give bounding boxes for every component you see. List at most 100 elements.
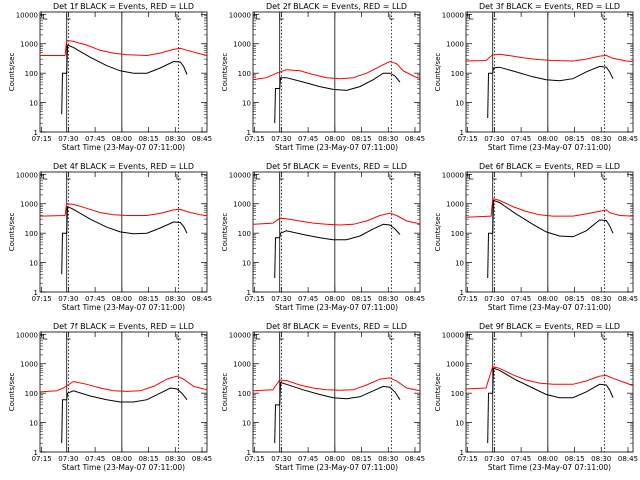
interval-marker <box>176 174 181 180</box>
interval-marker <box>389 174 394 180</box>
interval-marker <box>176 14 181 20</box>
panel-title: Det 1f BLACK = Events, RED = LLD <box>53 2 194 11</box>
x-tick-label: 07:30 <box>271 135 291 143</box>
events-series-line <box>487 367 614 444</box>
panel-title: Det 2f BLACK = Events, RED = LLD <box>266 2 407 11</box>
interval-marker <box>279 334 284 340</box>
y-tick-label: 10000 <box>229 331 251 339</box>
x-tick-label: 08:45 <box>192 455 212 463</box>
x-tick-label: 07:45 <box>298 295 318 303</box>
x-tick-label: 07:30 <box>484 135 504 143</box>
x-tick-label: 07:30 <box>484 295 504 303</box>
lld-series-line <box>465 365 634 390</box>
interval-marker <box>66 14 71 20</box>
lld-series-line <box>465 197 634 218</box>
plot-frame <box>252 171 421 293</box>
x-tick-label: 08:15 <box>564 295 584 303</box>
x-tick-label: 08:45 <box>192 135 212 143</box>
panel-6: Det 6f BLACK = Events, RED = LLD 1 10 100 10… <box>434 162 638 312</box>
y-tick-label: 1 <box>34 129 38 137</box>
y-tick-label: 10000 <box>442 11 464 19</box>
interval-marker <box>66 174 71 180</box>
interval-marker <box>389 14 394 20</box>
panel-title: Det 6f BLACK = Events, RED = LLD <box>479 162 620 171</box>
interval-marker <box>602 334 607 340</box>
y-tick-label: 1 <box>460 289 464 297</box>
lld-series-line <box>252 377 421 392</box>
y-tick-label: 10 <box>242 100 251 108</box>
interval-marker <box>42 334 48 340</box>
events-series-line <box>61 44 188 115</box>
x-tick-label: 07:45 <box>298 455 318 463</box>
y-axis-label: Counts/sec <box>8 373 16 412</box>
lld-series-line <box>40 39 208 57</box>
x-tick-label: 07:45 <box>85 135 105 143</box>
x-tick-label: 08:45 <box>405 295 425 303</box>
x-tick-label: 07:15 <box>458 295 478 303</box>
x-tick-label: 08:30 <box>165 135 185 143</box>
interval-marker <box>66 334 71 340</box>
panel-4: Det 4f BLACK = Events, RED = LLD 1 10 100 10… <box>8 162 212 312</box>
x-tick-label: 08:00 <box>112 455 132 463</box>
x-tick-label: 07:15 <box>32 455 52 463</box>
x-tick-label: 08:30 <box>378 455 398 463</box>
x-tick-label: 07:45 <box>85 455 105 463</box>
y-axis-label: Counts/sec <box>434 373 442 412</box>
y-tick-label: 1000 <box>20 201 38 209</box>
plot-frame <box>252 11 421 133</box>
y-tick-label: 100 <box>451 70 464 78</box>
x-tick-label: 08:45 <box>618 135 638 143</box>
x-tick-label: 07:30 <box>271 455 291 463</box>
panel-title: Det 4f BLACK = Events, RED = LLD <box>53 162 194 171</box>
y-tick-label: 10 <box>29 420 38 428</box>
x-tick-label: 07:45 <box>298 135 318 143</box>
interval-marker <box>492 334 497 340</box>
x-tick-label: 08:45 <box>405 455 425 463</box>
y-tick-label: 10000 <box>16 171 38 179</box>
x-tick-label: 07:15 <box>245 295 265 303</box>
y-tick-label: 100 <box>451 390 464 398</box>
lld-series-line <box>39 203 208 217</box>
x-axis-label: Start Time (23-May-07 07:11:00) <box>275 463 398 472</box>
events-series-line <box>274 223 401 279</box>
x-tick-label: 08:00 <box>538 455 558 463</box>
y-tick-label: 10000 <box>442 171 464 179</box>
plot-frame <box>39 171 208 293</box>
interval-marker <box>492 174 497 180</box>
x-tick-label: 08:15 <box>351 455 371 463</box>
x-tick-label: 08:15 <box>138 455 158 463</box>
x-tick-label: 08:15 <box>564 135 584 143</box>
x-tick-label: 08:30 <box>591 455 611 463</box>
x-tick-label: 07:15 <box>32 135 52 143</box>
x-tick-label: 08:15 <box>351 295 371 303</box>
x-tick-label: 07:15 <box>32 295 52 303</box>
x-tick-label: 08:15 <box>564 455 584 463</box>
plot-frame <box>39 331 208 453</box>
x-tick-label: 07:30 <box>58 295 78 303</box>
y-tick-label: 1 <box>460 449 464 457</box>
x-tick-label: 08:45 <box>618 455 638 463</box>
events-series-line <box>487 199 614 279</box>
x-tick-label: 08:30 <box>591 295 611 303</box>
y-tick-label: 1000 <box>446 361 464 369</box>
y-tick-label: 10 <box>242 260 251 268</box>
x-tick-label: 07:45 <box>511 135 531 143</box>
interval-marker <box>255 14 261 20</box>
interval-marker <box>176 334 181 340</box>
x-tick-label: 08:00 <box>325 135 345 143</box>
y-tick-label: 100 <box>238 70 251 78</box>
x-tick-label: 07:30 <box>58 455 78 463</box>
x-axis-label: Start Time (23-May-07 07:11:00) <box>488 143 611 152</box>
y-tick-label: 1 <box>460 129 464 137</box>
x-tick-label: 07:45 <box>85 295 105 303</box>
y-tick-label: 1 <box>247 449 251 457</box>
y-tick-label: 10 <box>242 420 251 428</box>
y-tick-label: 10 <box>455 420 464 428</box>
interval-marker <box>279 174 284 180</box>
x-tick-label: 07:45 <box>511 455 531 463</box>
events-series-line <box>61 387 188 444</box>
events-series-line <box>274 381 401 444</box>
panel-7: Det 7f BLACK = Events, RED = LLD 1 10 100 10… <box>8 322 212 472</box>
panel-1: Det 1f BLACK = Events, RED = LLD 1 10 100 10… <box>8 2 212 152</box>
y-tick-label: 10000 <box>442 331 464 339</box>
